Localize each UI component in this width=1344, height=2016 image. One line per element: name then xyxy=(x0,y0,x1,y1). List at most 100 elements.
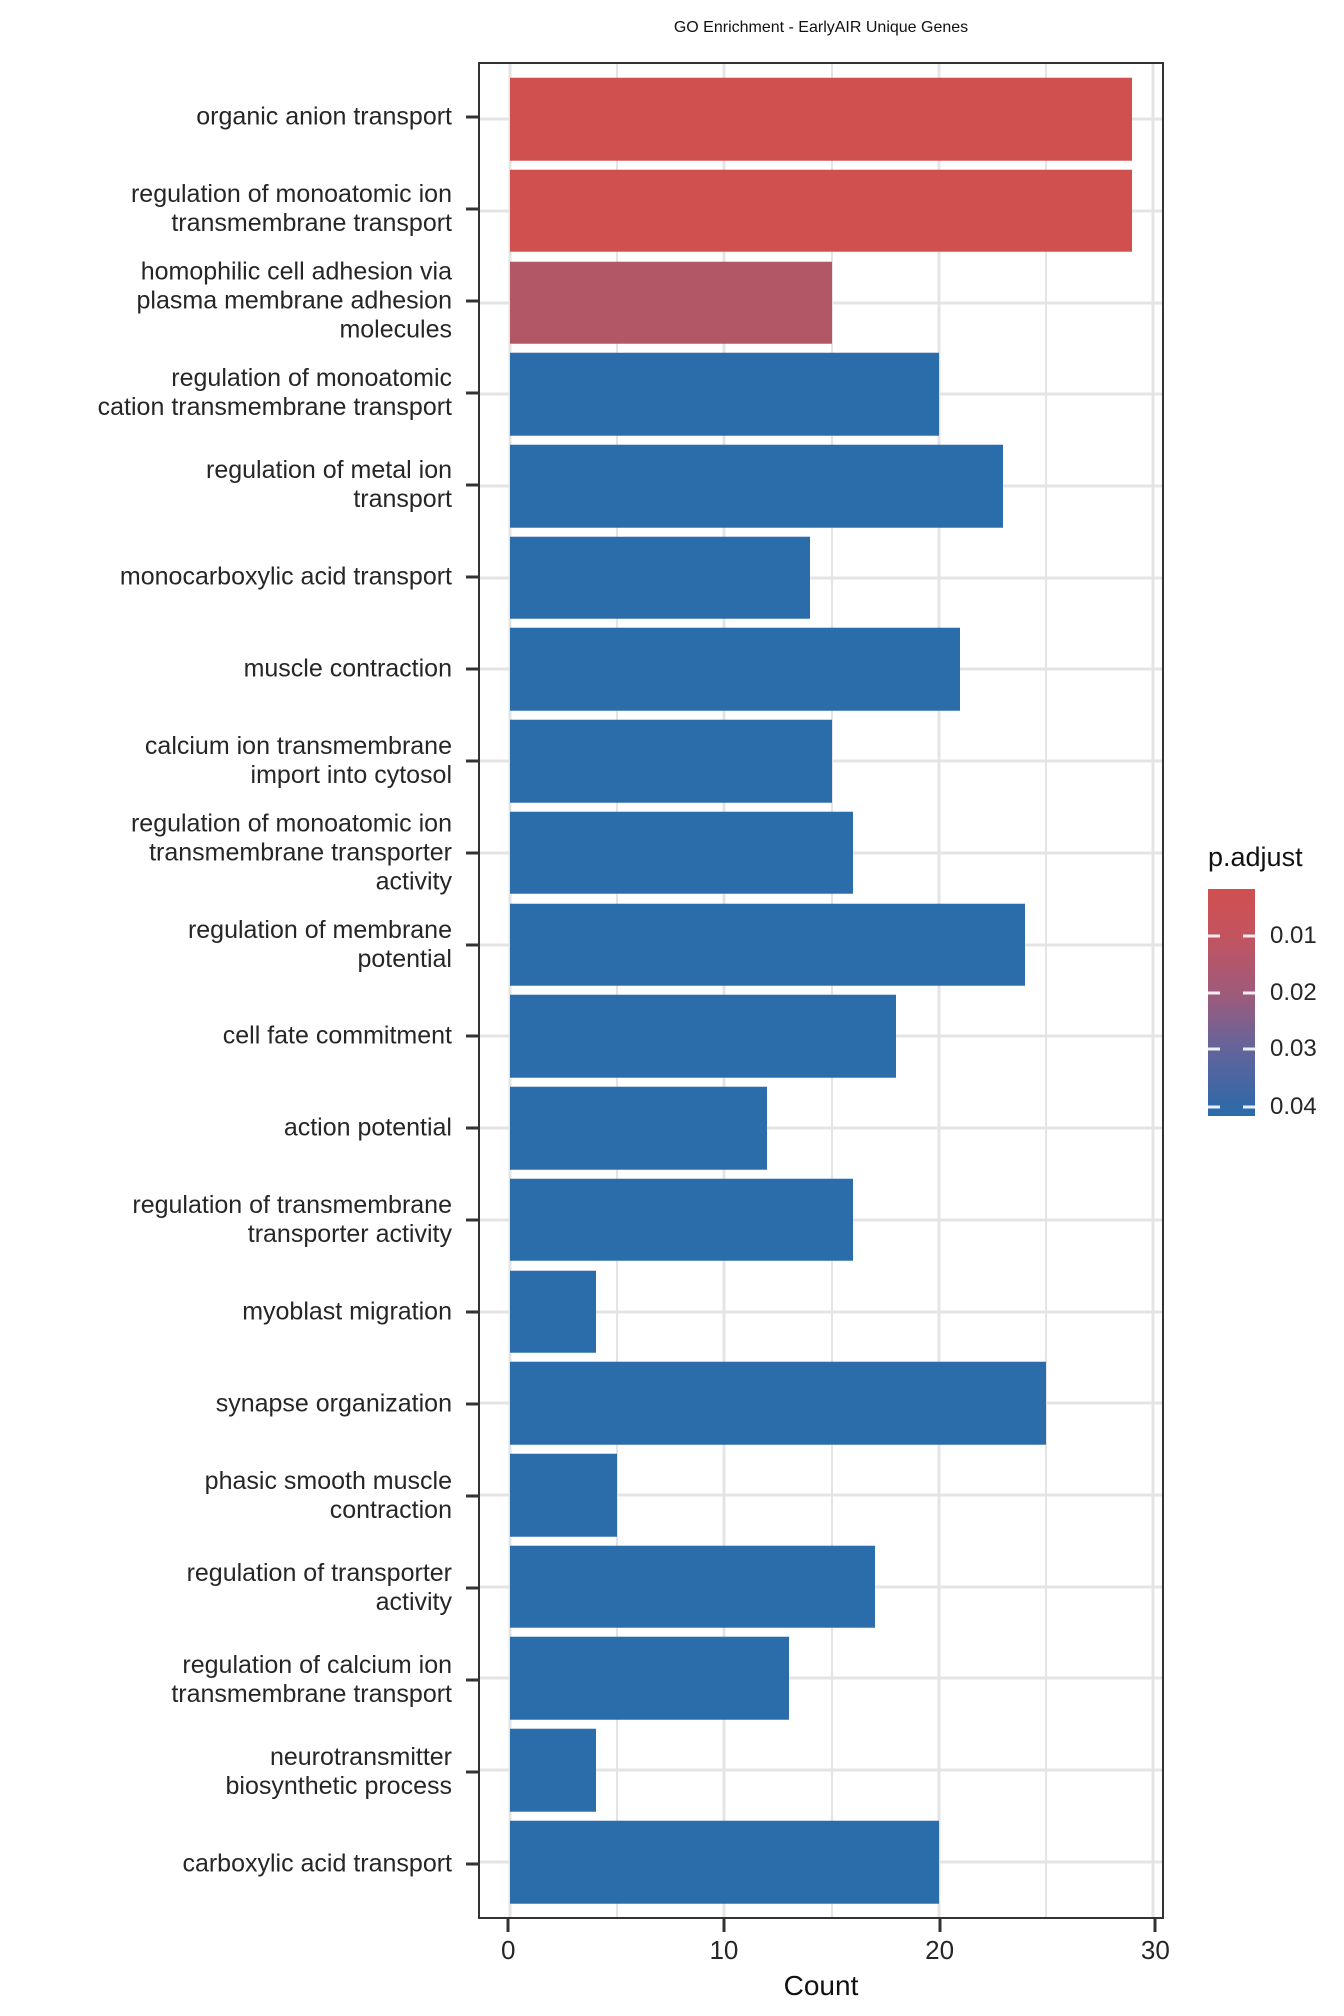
y-axis-category-label: regulation of monoatomic ion transmembra… xyxy=(130,180,452,238)
y-axis-tick xyxy=(466,759,478,763)
legend-tick-dash-right xyxy=(1243,991,1255,995)
bar-7 xyxy=(510,628,961,711)
legend-tick-dash-left xyxy=(1208,934,1220,938)
y-axis-tick xyxy=(466,1034,478,1038)
x-axis: 0 10 20 30 xyxy=(478,1919,1170,2009)
gridline-major-x-30 xyxy=(1151,64,1155,1917)
y-axis-category-label: regulation of calcium ion transmembrane … xyxy=(171,1650,452,1708)
chart-title: GO Enrichment - EarlyAIR Unique Genes xyxy=(673,19,969,36)
bar-3 xyxy=(510,261,832,344)
gridline-major-y xyxy=(480,1310,1162,1314)
bar-17 xyxy=(510,1545,875,1629)
y-axis-category-label: organic anion transport xyxy=(196,102,452,131)
y-axis-tick xyxy=(466,1310,478,1314)
y-axis-tick xyxy=(466,1402,478,1406)
legend-tick-dash-left xyxy=(1208,1047,1220,1051)
y-axis-tick xyxy=(466,851,478,855)
gridline-major-x-20 xyxy=(937,64,941,1917)
bar-9 xyxy=(510,811,854,895)
x-axis-tick xyxy=(506,1919,510,1932)
y-axis-category-label: action potential xyxy=(283,1113,452,1142)
y-axis-category-label: monocarboxylic acid transport xyxy=(119,562,452,591)
legend-tick-label: 0.04 xyxy=(1270,1092,1317,1120)
bar-20 xyxy=(510,1820,939,1904)
x-axis-tick-label: 10 xyxy=(709,1935,739,1965)
bar-16 xyxy=(510,1453,618,1537)
y-axis-category-label: regulation of monoatomic cation transmem… xyxy=(97,363,452,421)
bar-19 xyxy=(510,1728,596,1812)
x-axis-tick-label: 30 xyxy=(1140,1935,1170,1965)
bar-6 xyxy=(510,536,811,619)
y-axis-tick xyxy=(466,483,478,487)
y-axis-tick xyxy=(466,575,478,579)
y-axis-category-label: regulation of membrane potential xyxy=(187,915,452,973)
y-axis-category-label: synapse organization xyxy=(215,1389,452,1418)
gridline-minor-x-15 xyxy=(830,64,833,1917)
gridline-major-y xyxy=(480,1126,1162,1130)
y-axis-category-label: regulation of transmembrane transporter … xyxy=(132,1191,452,1249)
y-axis-labels: organic anion transport regulation of mon… xyxy=(0,62,452,1919)
y-axis-tick xyxy=(466,1678,478,1682)
gridline-major-y xyxy=(480,576,1162,580)
y-axis-tick xyxy=(466,1494,478,1498)
y-axis-tick xyxy=(466,667,478,671)
y-axis-tick xyxy=(466,391,478,395)
gridline-major-y xyxy=(480,1493,1162,1497)
bar-12 xyxy=(510,1086,768,1170)
y-axis-category-label: regulation of monoatomic ion transmembra… xyxy=(130,809,452,896)
bar-14 xyxy=(510,1270,596,1353)
legend-tick-label: 0.02 xyxy=(1270,978,1317,1006)
bar-4 xyxy=(510,352,939,436)
y-axis-tick xyxy=(466,1218,478,1222)
y-axis-tick xyxy=(466,1770,478,1774)
legend: p.adjust 0.01 0.02 0.03 0.04 xyxy=(1202,842,1344,1120)
bar-18 xyxy=(510,1637,789,1720)
gridline-minor-x-25 xyxy=(1045,64,1048,1917)
y-axis-tick xyxy=(466,299,478,303)
legend-tick-dash-left xyxy=(1208,991,1220,995)
bar-15 xyxy=(510,1362,1047,1445)
gridline-major-y xyxy=(480,1768,1162,1772)
legend-tick-dash-left xyxy=(1208,1105,1220,1109)
legend-title: p.adjust xyxy=(1208,842,1303,872)
bar-5 xyxy=(510,444,1004,528)
y-axis-tick-marks xyxy=(466,62,478,1919)
bar-8 xyxy=(510,719,832,803)
bar-13 xyxy=(510,1178,854,1262)
y-axis-category-label: regulation of metal ion transport xyxy=(206,455,452,513)
y-axis-tick xyxy=(466,115,478,119)
y-axis-category-label: neurotransmitter biosynthetic process xyxy=(225,1742,452,1800)
legend-tick-label: 0.03 xyxy=(1270,1035,1317,1063)
gridline-minor-x-5 xyxy=(616,64,619,1917)
legend-tick-dash-right xyxy=(1243,1105,1255,1109)
gridline-major-x-0 xyxy=(508,64,512,1917)
legend-tick-dash-right xyxy=(1243,1047,1255,1051)
y-axis-category-label: calcium ion transmembrane import into cy… xyxy=(144,731,452,789)
y-axis-category-label: regulation of transporter activity xyxy=(186,1559,452,1617)
y-axis-category-label: phasic smooth muscle contraction xyxy=(204,1467,452,1525)
y-axis-category-label: carboxylic acid transport xyxy=(182,1849,452,1878)
y-axis-tick xyxy=(466,1126,478,1130)
y-axis-tick xyxy=(466,207,478,211)
x-axis-tick-label: 0 xyxy=(500,1935,516,1965)
bar-10 xyxy=(510,903,1025,986)
plot-panel xyxy=(478,62,1164,1919)
y-axis-category-label: homophilic cell adhesion via plasma memb… xyxy=(136,257,452,344)
bar-1 xyxy=(510,77,1132,161)
gridline-major-x-10 xyxy=(722,64,726,1917)
x-axis-tick xyxy=(1153,1919,1157,1932)
x-axis-tick xyxy=(938,1919,942,1932)
y-axis-category-label: myoblast migration xyxy=(242,1297,452,1326)
legend-tick-label: 0.01 xyxy=(1270,921,1317,949)
x-axis-tick xyxy=(722,1919,726,1932)
legend-body: 0.01 0.02 0.03 0.04 xyxy=(1208,889,1317,1120)
y-axis-tick xyxy=(466,1862,478,1866)
y-axis-tick xyxy=(466,943,478,947)
x-axis-title: Count xyxy=(783,1970,859,2001)
x-axis-tick-label: 20 xyxy=(925,1935,955,1965)
y-axis-category-label: cell fate commitment xyxy=(222,1021,452,1050)
bar-11 xyxy=(510,995,897,1078)
gridline-major-y xyxy=(480,1676,1162,1680)
legend-gradient-bar xyxy=(1208,889,1255,1116)
y-axis-tick xyxy=(466,1586,478,1590)
